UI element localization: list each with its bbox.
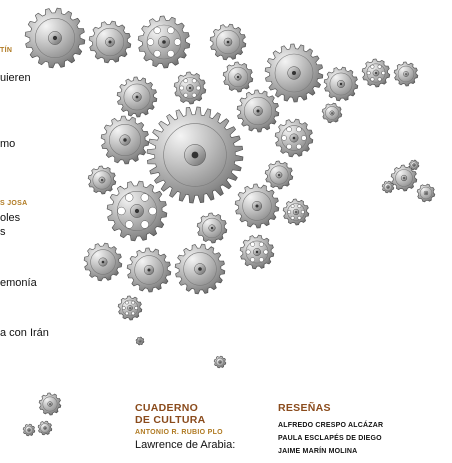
gear-icon	[234, 183, 280, 229]
gear-icon	[173, 71, 207, 105]
gear-icon	[236, 89, 280, 133]
left-title-fragment: mo	[0, 138, 16, 150]
gear-icon	[196, 212, 228, 244]
gear-icon	[146, 106, 244, 204]
gear-icon	[37, 420, 53, 436]
cuaderno-heading-line2: DE CULTURA	[135, 414, 206, 426]
gear-icon	[323, 66, 359, 102]
cuaderno-author: ANTONIO R. RUBIO PLO	[135, 429, 223, 436]
gear-icon	[135, 336, 145, 346]
gear-icon	[361, 58, 391, 88]
reviewer-name: PAULA ESCLAPÉS DE DIEGO	[278, 435, 382, 442]
gear-icon	[264, 43, 324, 103]
gear-icon	[393, 61, 419, 87]
left-title-fragment: oles	[0, 212, 21, 224]
gear-icon	[22, 423, 36, 437]
gear-icon	[264, 160, 294, 190]
gear-icon	[239, 234, 275, 270]
cuaderno-heading-line1: CUADERNO	[135, 402, 199, 414]
resenas-heading: RESEÑAS	[278, 402, 331, 414]
gear-icon	[24, 7, 86, 69]
cuaderno-section: CUADERNO DE CULTURA ANTONIO R. RUBIO PLO…	[135, 402, 235, 451]
left-title-fragment: uieren	[0, 72, 31, 84]
gear-icon	[116, 76, 158, 118]
gear-icon	[174, 243, 226, 295]
resenas-section: RESEÑAS ALFREDO CRESPO ALCÁZAR PAULA ESC…	[278, 402, 383, 455]
left-author-fragment: TÍN	[0, 47, 13, 54]
gear-icon	[100, 115, 150, 165]
gear-icon	[106, 180, 168, 242]
gear-icon	[321, 102, 343, 124]
gear-icon	[213, 355, 227, 369]
gear-icon	[88, 20, 132, 64]
left-author-fragment: S JOSA	[0, 200, 28, 207]
gear-icon	[416, 183, 436, 203]
reviewer-name: JAIME MARÍN MOLINA	[278, 448, 358, 455]
gear-icon	[83, 242, 123, 282]
gear-icon	[282, 198, 310, 226]
reviewer-name: ALFREDO CRESPO ALCÁZAR	[278, 422, 384, 429]
gear-icon	[408, 159, 420, 171]
gear-icon	[117, 295, 143, 321]
cuaderno-article-title: Lawrence de Arabia:	[135, 439, 236, 451]
left-title-fragment: emonía	[0, 277, 37, 289]
left-title-fragment: s	[0, 226, 6, 238]
gear-icon	[87, 165, 117, 195]
gear-icon	[209, 23, 247, 61]
gear-icon	[137, 15, 191, 69]
gear-icon	[274, 118, 314, 158]
gear-icon	[126, 247, 172, 293]
left-title-fragment: a con Irán	[0, 327, 49, 339]
gear-icon	[222, 61, 254, 93]
gear-icon	[38, 392, 62, 416]
gear-icon	[381, 180, 395, 194]
